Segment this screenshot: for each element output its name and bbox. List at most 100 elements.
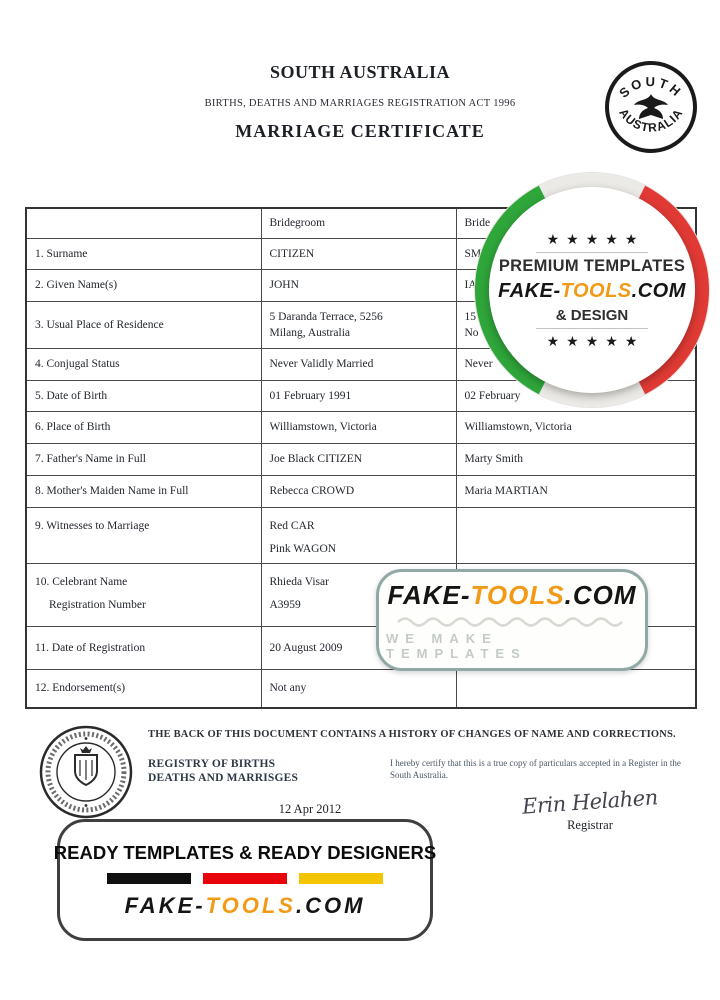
design-label: & DESIGN [555, 306, 629, 324]
cell-text: Joe Black CITIZEN [269, 453, 363, 465]
row-label-cell: 12. Endorsement(s) [25, 668, 262, 709]
tagline: WE MAKE TEMPLATES [386, 630, 527, 661]
header-blank-cell [25, 207, 262, 239]
bride-cell: Marty Smith [455, 442, 697, 476]
registrar-label: Registrar [567, 818, 613, 832]
cell-text: 12. Endorsement(s) [35, 682, 126, 695]
bride-cell [455, 668, 697, 709]
cell-text: 2. Given Name(s) [35, 279, 118, 291]
bridegroom-cell: 01 February 1991 [260, 379, 457, 412]
fake-tools-logo: FAKE-TOOLS.COM [388, 580, 637, 611]
cell-text: 20 August 2009 [269, 641, 343, 654]
registry-line1: REGISTRY OF BIRTHS [148, 758, 276, 770]
registrar-signature-block: Erin Helahen Registrar [510, 785, 670, 833]
cell-text: Maria MARTIAN [464, 485, 548, 497]
bridegroom-cell: Rebecca CROWD [260, 474, 457, 508]
bridegroom-cell: Not any [260, 668, 457, 709]
table-row: 6. Place of Birth Williamstown, Victoria W… [25, 410, 697, 444]
wavy-line-icon [397, 616, 623, 627]
brand-fake: FAKE- [387, 579, 471, 610]
table-row: 9. Witnesses to Marriage Red CAR Pink WAGO… [25, 506, 697, 564]
header-bridegroom-cell: Bridegroom [260, 207, 457, 239]
cell-text: 4. Conjugal Status [35, 358, 120, 370]
cell-text: Never [464, 358, 493, 370]
fake-tools-logo: FAKE-TOOLS.COM [498, 280, 686, 303]
cell-text: 9. Witnesses to Marriage [35, 519, 150, 532]
red-bar [203, 872, 287, 884]
table-row: 5. Date of Birth 01 February 1991 02 Febru… [25, 379, 697, 412]
row-label-cell: 7. Father's Name in Full [25, 442, 262, 476]
cell-text: CITIZEN [269, 247, 315, 260]
bridegroom-cell: Joe Black CITIZEN [260, 442, 457, 476]
premium-templates-sticker: ★★★★★ PREMIUM TEMPLATES FAKE-TOOLS.COM &… [475, 173, 709, 407]
row-label-cell: 6. Place of Birth [25, 410, 262, 444]
cell-text: 15 [464, 310, 477, 323]
cell-text: Marty Smith [464, 453, 523, 465]
divider [536, 327, 648, 329]
table-row: 8. Mother's Maiden Name in Full Rebecca C… [25, 474, 697, 508]
cell-text: Rebecca CROWD [269, 485, 355, 497]
brand-tools: TOOLS [470, 579, 565, 610]
cell-text: Not any [269, 682, 307, 695]
bride-cell: Maria MARTIAN [455, 474, 697, 508]
row-label-cell: 4. Conjugal Status [25, 347, 262, 381]
cell-text: Red CAR [269, 519, 315, 532]
cell-text: SM [464, 247, 482, 260]
registry-seal-icon [39, 725, 133, 819]
premium-sticker-content: ★★★★★ PREMIUM TEMPLATES FAKE-TOOLS.COM &… [489, 187, 695, 393]
bridegroom-cell: Never Validly Married [260, 347, 457, 381]
fake-tools-logo: FAKE-TOOLS.COM [125, 893, 366, 919]
cell-text: Williamstown, Victoria [464, 421, 572, 433]
bridegroom-cell: Red CAR Pink WAGON [260, 506, 457, 564]
cell-text: Williamstown, Victoria [269, 421, 377, 433]
region-title: SOUTH AUSTRALIA [269, 62, 451, 82]
cell-text: Never Validly Married [269, 358, 374, 370]
page-title: MARRIAGE CERTIFICATE [235, 121, 485, 141]
south-australia-seal-icon: SOUTH AUSTRALIA [605, 61, 697, 153]
crown-icon [80, 746, 92, 753]
divider [536, 251, 648, 253]
black-bar [107, 872, 191, 884]
table-row: 12. Endorsement(s) Not any [25, 668, 697, 709]
brand-com: .COM [564, 579, 637, 610]
table-row: 7. Father's Name in Full Joe Black CITIZE… [25, 442, 697, 476]
back-of-document-notice: THE BACK OF THIS DOCUMENT CONTAINS A HIS… [148, 729, 676, 740]
cell-text: 8. Mother's Maiden Name in Full [35, 485, 189, 497]
premium-templates-label: PREMIUM TEMPLATES [498, 256, 686, 275]
cell-text: Pink WAGON [269, 542, 337, 555]
brand-tools: TOOLS [560, 279, 632, 302]
stars-top: ★★★★★ [546, 230, 645, 247]
bridegroom-cell: Williamstown, Victoria [260, 410, 457, 444]
registrar-signature: Erin Helahen [521, 785, 659, 819]
cell-text: Milang, Australia [269, 326, 351, 339]
cell-text: Rhieda Visar [269, 575, 329, 588]
banner-title: READY TEMPLATES & READY DESIGNERS [53, 841, 437, 863]
ready-templates-banner: READY TEMPLATES & READY DESIGNERS FAKE-T… [53, 819, 437, 941]
brand-fake: FAKE- [498, 279, 561, 302]
fake-tools-watermark-badge: FAKE-TOOLS.COM WE MAKE TEMPLATES [376, 569, 648, 671]
stars-bottom: ★★★★★ [546, 332, 645, 349]
certification-statement: I hereby certify that this is a true cop… [390, 758, 681, 780]
cell-text: 11. Date of Registration [35, 641, 146, 654]
cell-text: 6. Place of Birth [35, 421, 111, 433]
row-label-cell: 2. Given Name(s) [25, 268, 262, 302]
shield-icon [74, 754, 98, 787]
registry-line2: DEATHS AND MARRISGES [148, 772, 299, 784]
cell-text: IA [464, 279, 477, 291]
row-label-cell: 11. Date of Registration [25, 625, 262, 670]
brand-fake: FAKE- [124, 892, 206, 918]
cell-text: A3959 [269, 598, 301, 611]
yellow-bar [299, 872, 383, 884]
bridegroom-cell: 5 Daranda Terrace, 5256 Milang, Australia [260, 300, 457, 349]
color-bars [107, 872, 383, 884]
bridegroom-cell: JOHN [260, 268, 457, 302]
brand-com: .COM [631, 279, 686, 302]
bride-cell [455, 506, 697, 564]
bridegroom-cell: CITIZEN [260, 237, 457, 270]
cell-text: No [464, 326, 479, 339]
brand-tools: TOOLS [205, 892, 296, 918]
cell-text: 02 February [464, 389, 521, 402]
brand-com: .COM [295, 892, 366, 918]
cell-text: 7. Father's Name in Full [35, 453, 146, 465]
